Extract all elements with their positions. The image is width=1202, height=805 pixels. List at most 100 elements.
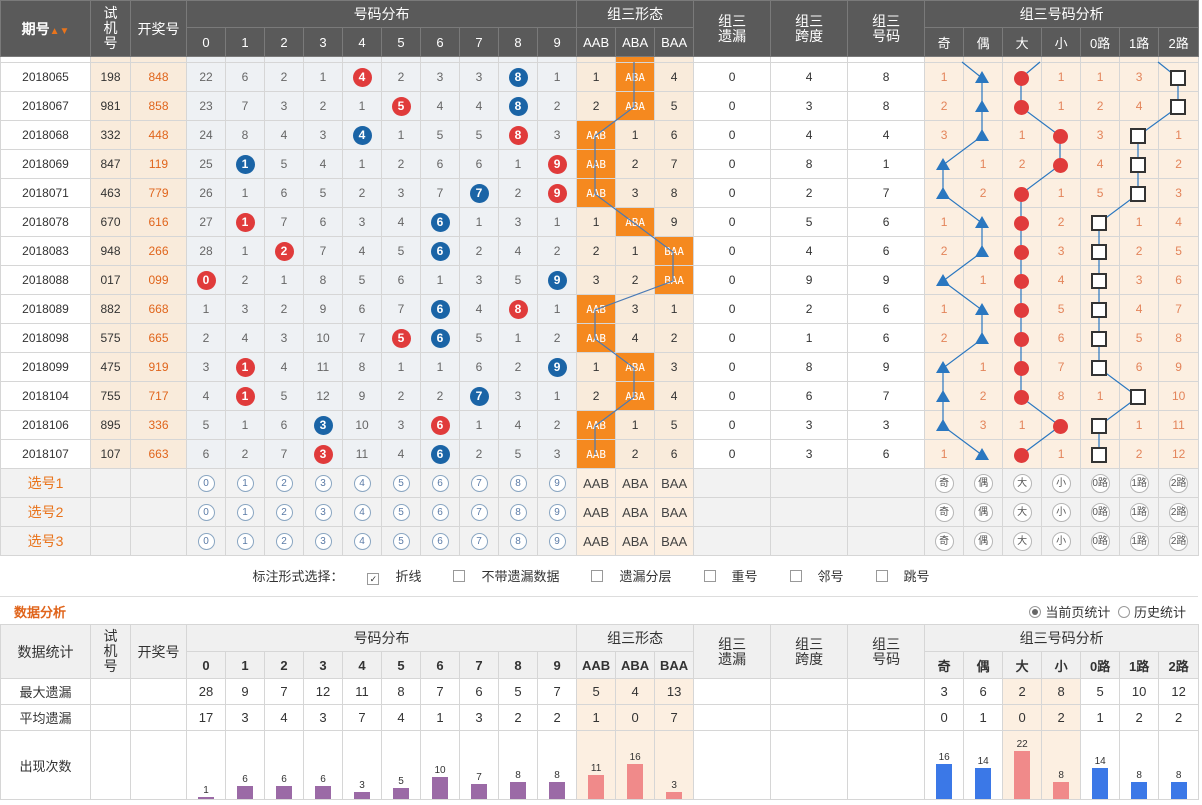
radio-current[interactable]: 当前页统计 bbox=[1029, 605, 1110, 620]
select-digit-button[interactable]: 3 bbox=[314, 474, 332, 492]
select-digit-button[interactable]: 6 bbox=[431, 503, 449, 521]
select-form-button[interactable]: BAA bbox=[654, 468, 695, 498]
count-label: 8 bbox=[1175, 770, 1182, 781]
select-digit-button[interactable]: 5 bbox=[392, 474, 410, 492]
select-digit-button[interactable]: 7 bbox=[470, 503, 488, 521]
select-digit-button[interactable]: 2 bbox=[275, 503, 293, 521]
select-analysis-button[interactable]: 2路 bbox=[1169, 531, 1189, 551]
select-digit-button[interactable]: 3 bbox=[314, 503, 332, 521]
select-analysis-button[interactable]: 1路 bbox=[1129, 473, 1149, 493]
select-analysis-button[interactable]: 0路 bbox=[1090, 502, 1110, 522]
dist-cell: 7 bbox=[420, 178, 460, 208]
select-digit-button[interactable]: 9 bbox=[548, 532, 566, 550]
form-cell: 5 bbox=[654, 91, 695, 121]
select-digit-cell: 6 bbox=[420, 497, 460, 527]
select-digit-button[interactable]: 6 bbox=[431, 474, 449, 492]
select-digit-button[interactable]: 8 bbox=[509, 532, 527, 550]
select-form-button[interactable]: ABA bbox=[615, 526, 656, 556]
issue-cell: 2018078 bbox=[0, 207, 91, 237]
radio-history[interactable]: 历史统计 bbox=[1117, 605, 1186, 620]
select-digit-button[interactable]: 1 bbox=[236, 532, 254, 550]
select-form-button[interactable]: AAB bbox=[576, 526, 617, 556]
select-digit-button[interactable]: 9 bbox=[548, 503, 566, 521]
select-form-button[interactable]: AAB bbox=[576, 497, 617, 527]
select-form-button[interactable]: BAA bbox=[654, 526, 695, 556]
select-digit-button[interactable]: 0 bbox=[197, 474, 215, 492]
dist-cell: 8 bbox=[498, 62, 538, 92]
select-analysis-button[interactable]: 大 bbox=[1012, 531, 1032, 551]
select-digit-button[interactable]: 7 bbox=[470, 532, 488, 550]
select-digit-button[interactable]: 1 bbox=[236, 503, 254, 521]
miss-value: 4 bbox=[514, 244, 522, 258]
form-cell: 2 bbox=[576, 91, 617, 121]
count-bar-cell: 8 bbox=[498, 730, 538, 800]
select-digit-cell: 7 bbox=[459, 468, 499, 498]
select-analysis-button[interactable]: 大 bbox=[1012, 502, 1032, 522]
select-analysis-button[interactable]: 大 bbox=[1012, 473, 1032, 493]
select-digit-button[interactable]: 5 bbox=[392, 532, 410, 550]
sort-icon[interactable]: ▲▼ bbox=[49, 25, 70, 37]
select-digit-button[interactable]: 6 bbox=[431, 532, 449, 550]
option-邻号[interactable]: 邻号 bbox=[782, 569, 852, 584]
select-digit-button[interactable]: 9 bbox=[548, 474, 566, 492]
count-bar bbox=[1092, 768, 1109, 799]
select-analysis-button[interactable]: 偶 bbox=[973, 473, 993, 493]
digit-header: 5 bbox=[381, 651, 421, 679]
select-analysis-button[interactable]: 奇 bbox=[934, 502, 954, 522]
miss-value: 7 bbox=[397, 302, 405, 316]
issue-header[interactable]: 期号▲▼ bbox=[0, 0, 91, 57]
option-遗漏分层[interactable]: 遗漏分层 bbox=[583, 569, 679, 584]
count-bar-cell: 6 bbox=[303, 730, 343, 800]
select-form-button[interactable]: ABA bbox=[615, 497, 656, 527]
option-重号[interactable]: 重号 bbox=[696, 569, 766, 584]
select-analysis-button[interactable]: 1路 bbox=[1129, 502, 1149, 522]
select-digit-button[interactable]: 3 bbox=[314, 532, 332, 550]
dist-cell: 7 bbox=[459, 178, 499, 208]
form-cell: 3 bbox=[615, 294, 656, 324]
select-analysis-button[interactable]: 奇 bbox=[934, 473, 954, 493]
option-不带遗漏数据[interactable]: 不带遗漏数据 bbox=[445, 569, 567, 584]
select-digit-button[interactable]: 8 bbox=[509, 474, 527, 492]
select-digit-button[interactable]: 4 bbox=[353, 503, 371, 521]
select-analysis-button[interactable]: 偶 bbox=[973, 531, 993, 551]
select-digit-button[interactable]: 0 bbox=[197, 532, 215, 550]
big-small-mark bbox=[1013, 273, 1029, 289]
analysis-cell: 2 bbox=[924, 323, 965, 353]
select-analysis-button[interactable]: 2路 bbox=[1169, 473, 1189, 493]
select-digit-button[interactable]: 7 bbox=[470, 474, 488, 492]
dist-cell: 7 bbox=[342, 323, 382, 353]
select-digit-button[interactable]: 2 bbox=[275, 474, 293, 492]
select-analysis-button[interactable]: 小 bbox=[1051, 473, 1071, 493]
select-analysis-button[interactable]: 小 bbox=[1051, 502, 1071, 522]
select-analysis-button[interactable]: 小 bbox=[1051, 531, 1071, 551]
select-digit-button[interactable]: 0 bbox=[197, 503, 215, 521]
form-cell: AAB bbox=[576, 439, 617, 469]
option-折线[interactable]: ✓ 折线 bbox=[359, 569, 429, 585]
analysis-cell: 2 bbox=[1158, 149, 1200, 179]
select-analysis-button[interactable]: 0路 bbox=[1090, 473, 1110, 493]
option-跳号[interactable]: 跳号 bbox=[868, 569, 938, 584]
select-analysis-button[interactable]: 偶 bbox=[973, 502, 993, 522]
big-small-mark bbox=[1013, 244, 1029, 260]
select-form-button[interactable]: AAB bbox=[576, 468, 617, 498]
select-digit-button[interactable]: 4 bbox=[353, 532, 371, 550]
select-analysis-button[interactable]: 1路 bbox=[1129, 531, 1149, 551]
select-form-button[interactable]: BAA bbox=[654, 497, 695, 527]
select-digit-button[interactable]: 4 bbox=[353, 474, 371, 492]
dist-cell: 1 bbox=[342, 91, 382, 121]
select-digit-button[interactable]: 1 bbox=[236, 474, 254, 492]
dist-cell: 5 bbox=[381, 236, 421, 266]
form-cell: ABA bbox=[615, 207, 656, 237]
select-analysis-button[interactable]: 奇 bbox=[934, 531, 954, 551]
count-bar bbox=[393, 788, 409, 799]
road-mark bbox=[1130, 389, 1146, 405]
dist-cell: 3 bbox=[264, 91, 304, 121]
select-digit-button[interactable]: 5 bbox=[392, 503, 410, 521]
select-analysis-button[interactable]: 2路 bbox=[1169, 502, 1189, 522]
select-digit-button[interactable]: 8 bbox=[509, 503, 527, 521]
select-form-button[interactable]: ABA bbox=[615, 468, 656, 498]
select-analysis-button[interactable]: 0路 bbox=[1090, 531, 1110, 551]
dist-cell: 26 bbox=[186, 178, 226, 208]
issue-cell: 2018071 bbox=[0, 178, 91, 208]
select-digit-button[interactable]: 2 bbox=[275, 532, 293, 550]
